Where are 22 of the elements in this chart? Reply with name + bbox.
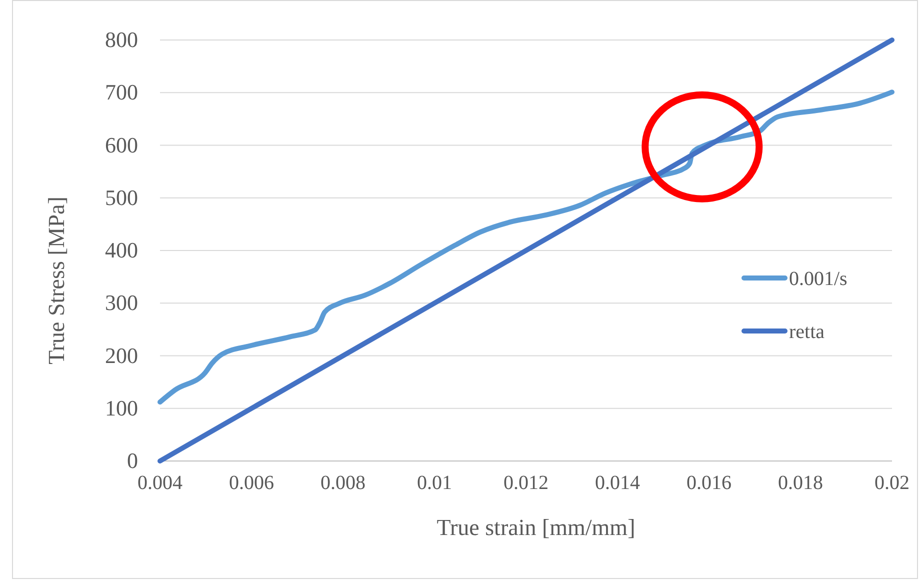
y-tick-label: 100 — [105, 395, 138, 420]
y-tick-label: 600 — [105, 132, 138, 158]
y-tick-label: 500 — [105, 184, 138, 210]
y-tick-label: 200 — [105, 342, 138, 368]
y-tick-label: 0 — [127, 448, 138, 474]
x-tick-label: 0.012 — [504, 472, 548, 494]
x-tick-label: 0.01 — [417, 472, 452, 494]
x-tick-label: 0.016 — [686, 472, 732, 494]
x-axis-title: True strain [mm/mm] — [436, 515, 636, 540]
x-tick-label: 0.004 — [138, 472, 182, 494]
legend-label: 0.001/s — [789, 268, 848, 290]
x-tick-label: 0.018 — [778, 472, 823, 494]
x-tick-label: 0.008 — [320, 472, 366, 494]
x-tick-label: 0.014 — [595, 472, 640, 494]
legend-label: retta — [789, 321, 825, 343]
y-axis-title: True Stress [MPa] — [44, 196, 69, 364]
x-tick-label: 0.006 — [229, 472, 274, 494]
y-tick-label: 400 — [105, 238, 138, 263]
x-tick-label: 0.02 — [874, 472, 910, 494]
y-tick-label: 800 — [105, 27, 138, 52]
y-tick-label: 700 — [105, 80, 138, 105]
y-tick-label: 300 — [105, 290, 138, 316]
